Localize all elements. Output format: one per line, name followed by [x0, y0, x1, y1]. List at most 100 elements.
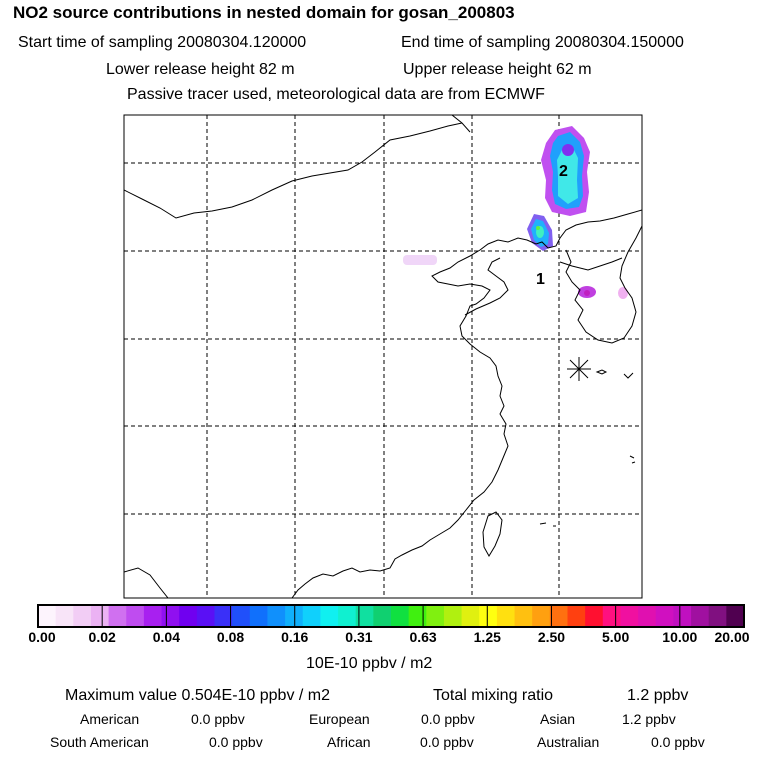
colorbar-swatch: [620, 605, 639, 627]
plume-east: [618, 287, 628, 299]
region-value-south-american: 0.0 ppbv: [209, 734, 263, 750]
plume-south-dot: [536, 226, 540, 230]
colorbar-swatch: [232, 605, 251, 627]
plume-north-inner: [557, 146, 578, 204]
region-name-american: American: [80, 711, 140, 727]
colorbar-tick-label: 0.08: [216, 629, 245, 645]
colorbar-swatch: [355, 605, 374, 627]
colorbar-swatch: [514, 605, 533, 627]
colorbar-tick-label: 1.25: [473, 629, 501, 645]
colorbar-tick-label: 0.02: [88, 629, 116, 645]
colorbar-swatch: [302, 605, 321, 627]
region-value-asian: 1.2 ppbv: [622, 711, 676, 727]
colorbar-swatch: [691, 605, 710, 627]
colorbar-swatch: [179, 605, 198, 627]
colorbar-swatch: [73, 605, 92, 627]
colorbar-swatch: [708, 605, 727, 627]
border-amur: [451, 115, 471, 133]
colorbar-swatch: [285, 605, 304, 627]
region-value-american: 0.0 ppbv: [191, 711, 245, 727]
point-label-2: 2: [559, 163, 568, 180]
colorbar-swatch: [55, 605, 74, 627]
colorbar-tick-label: 0.00: [28, 629, 56, 645]
colorbar-tick-label: 0.31: [345, 629, 373, 645]
region-name-african: African: [327, 734, 371, 750]
colorbar-swatch: [161, 605, 180, 627]
lower-release-label: Lower release height 82 m: [106, 61, 295, 78]
map-frame: [123, 114, 643, 599]
region-name-asian: Asian: [540, 711, 576, 727]
colorbar-swatch: [249, 605, 268, 627]
colorbar-swatch: [38, 605, 57, 627]
colorbar-swatch: [267, 605, 286, 627]
colorbar-swatch: [496, 605, 516, 627]
colorbar-tick-label: 0.63: [409, 629, 437, 645]
colorbar-swatch: [673, 605, 692, 627]
colorbar-swatch: [320, 605, 339, 627]
region-name-european: European: [309, 711, 370, 727]
start-time-label: Start time of sampling 20080304.120000: [18, 34, 307, 51]
colorbar-tick-label: 2.50: [537, 629, 566, 645]
colorbar-tick-label: 10.00: [662, 629, 698, 645]
grid-lines: [124, 115, 642, 598]
colorbar: [37, 604, 745, 628]
upper-release-label: Upper release height 62 m: [403, 61, 592, 78]
border-korea: [559, 257, 623, 271]
colorbar-swatch: [479, 605, 498, 627]
total-mixing-value: 1.2 ppbv: [627, 687, 689, 704]
colorbar-tick-label: 5.00: [602, 629, 630, 645]
island-misc: [539, 522, 556, 527]
point-label-1: 1: [536, 271, 545, 288]
colorbar-swatch: [338, 605, 357, 627]
colorbar-tick-label: 0.16: [281, 629, 309, 645]
colorbar-swatch: [426, 605, 445, 627]
region-name-south-american: South American: [50, 734, 149, 750]
colorbar-swatch: [549, 605, 568, 627]
colorbar-swatch: [461, 605, 480, 627]
coast-hainan-frame: [124, 567, 169, 598]
border-north: [124, 122, 463, 219]
region-name-australian: Australian: [537, 734, 600, 750]
island-ryukyu-2: [623, 372, 634, 379]
concentration-plume: [403, 126, 628, 299]
colorbar-swatch: [108, 605, 127, 627]
colorbar-tick-label: 20.00: [714, 629, 750, 645]
max-value-label: Maximum value 0.504E-10 ppbv / m2: [65, 687, 331, 704]
colorbar-swatch: [726, 605, 745, 627]
receptor-star-icon: [567, 357, 591, 381]
coast-shandong: [464, 257, 509, 316]
coast-mainland: [291, 209, 642, 598]
colorbar-frame: [37, 604, 745, 628]
chart-title: NO2 source contributions in nested domai…: [13, 3, 515, 22]
end-time-label: End time of sampling 20080304.150000: [401, 34, 684, 51]
map-content: [124, 115, 642, 598]
region-value-european: 0.0 ppbv: [421, 711, 475, 727]
colorbar-tick-label: 0.04: [152, 629, 180, 645]
colorbar-swatch: [143, 605, 163, 627]
coast-taiwan: [482, 511, 503, 557]
colorbar-swatch: [214, 605, 233, 627]
coastlines: [124, 115, 642, 598]
region-value-australian: 0.0 ppbv: [651, 734, 705, 750]
coast-korea: [565, 225, 642, 344]
colorbar-swatch: [532, 605, 551, 627]
colorbar-swatch: [585, 605, 604, 627]
plume-west: [403, 255, 437, 265]
colorbar-swatch: [655, 605, 674, 627]
plume-korea-core: [584, 290, 590, 296]
tracer-note: Passive tracer used, meteorological data…: [127, 86, 545, 103]
colorbar-swatch: [126, 605, 145, 627]
colorbar-swatch: [638, 605, 657, 627]
colorbar-swatch: [408, 605, 427, 627]
region-value-african: 0.0 ppbv: [420, 734, 474, 750]
island-ryukyu-1: [629, 455, 636, 464]
colorbar-swatch: [567, 605, 586, 627]
colorbar-swatch: [196, 605, 215, 627]
colorbar-swatch: [373, 605, 392, 627]
total-mixing-label: Total mixing ratio: [433, 687, 554, 704]
colorbar-swatch: [391, 605, 410, 627]
colorbar-swatch: [443, 605, 463, 627]
colorbar-swatch: [602, 605, 621, 627]
colorbar-unit: 10E-10 ppbv / m2: [306, 655, 433, 672]
